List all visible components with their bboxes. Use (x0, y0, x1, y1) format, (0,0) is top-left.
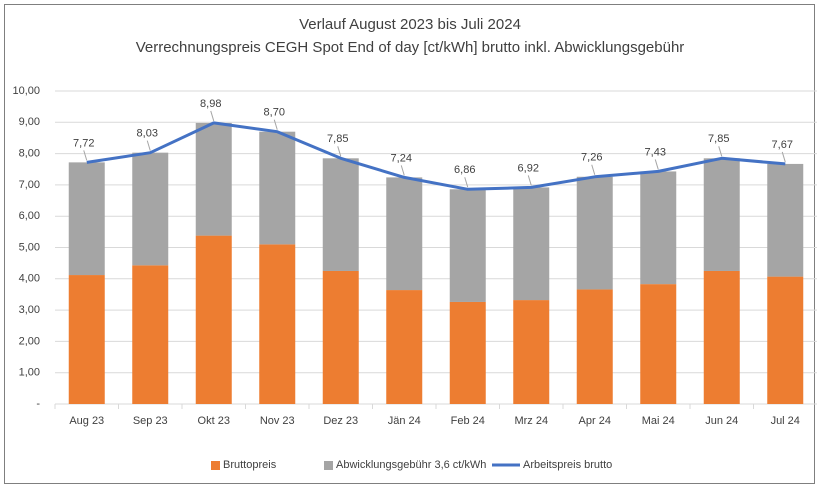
data-label: 6,92 (518, 162, 539, 174)
legend-label: Bruttopreis (223, 459, 277, 471)
bar-segment (195, 122, 232, 236)
x-tick-label: Jun 24 (705, 415, 738, 427)
data-label: 7,72 (73, 137, 94, 149)
y-tick-label: 4,00 (19, 273, 40, 285)
label-leader (400, 165, 405, 176)
label-leader (210, 110, 215, 122)
bar-segment (259, 131, 296, 245)
legend-label: Arbeitspreis brutto (523, 459, 612, 471)
chart-subtitle: Verrechnungspreis CEGH Spot End of day [… (136, 39, 685, 56)
label-leader (781, 151, 786, 163)
data-label: 7,26 (581, 152, 602, 164)
bar-segment (68, 275, 105, 404)
data-label: 8,03 (137, 128, 158, 140)
x-tick-label: Apr 24 (579, 415, 611, 427)
y-tick-label: 6,00 (19, 210, 40, 222)
bar-segment (259, 244, 296, 404)
bar-segment (68, 162, 105, 276)
label-leader (273, 119, 278, 130)
data-label: 7,43 (645, 146, 666, 158)
data-label: 6,86 (454, 164, 475, 176)
label-leader (337, 146, 342, 157)
x-tick-label: Aug 23 (69, 415, 104, 427)
bar-segment (195, 235, 232, 404)
data-label: 7,85 (708, 133, 729, 145)
bar-segment (513, 300, 550, 404)
bar-segment (703, 158, 740, 271)
data-label: 8,70 (264, 107, 285, 119)
bar-segment (703, 270, 740, 404)
x-tick-label: Mrz 24 (514, 415, 548, 427)
bar-segment (322, 158, 359, 271)
y-tick-label: 1,00 (19, 367, 40, 379)
bar-segment (386, 290, 423, 404)
x-tick-label: Feb 24 (451, 415, 485, 427)
y-tick-label: 8,00 (19, 148, 40, 160)
label-leader (146, 140, 151, 151)
x-tick-label: Jän 24 (388, 415, 421, 427)
legend-label: Abwicklungsgebühr 3,6 ct/kWh (336, 459, 486, 471)
x-tick-label: Jul 24 (771, 415, 800, 427)
label-leader (83, 150, 88, 161)
data-label: 7,24 (391, 152, 412, 164)
bar-segment (767, 276, 804, 404)
bar-segment (576, 176, 613, 290)
bar-segment (449, 189, 486, 302)
chart-title: Verlauf August 2023 bis Juli 2024 (299, 16, 521, 33)
label-leader (527, 175, 532, 186)
x-tick-label: Okt 23 (198, 415, 230, 427)
bar-segment (640, 284, 677, 404)
y-tick-label: 10,00 (12, 85, 40, 97)
data-label: 7,85 (327, 133, 348, 145)
bar-segment (640, 171, 677, 285)
legend-swatch (324, 461, 333, 470)
y-tick-label: 7,00 (19, 179, 40, 191)
label-leader (654, 159, 659, 170)
data-label: 7,67 (772, 139, 793, 151)
bar-segment (386, 177, 423, 291)
data-label: 8,98 (200, 98, 221, 110)
x-tick-label: Dez 23 (323, 415, 358, 427)
y-tick-label: - (36, 398, 40, 410)
x-tick-label: Nov 23 (260, 415, 295, 427)
y-tick-label: 2,00 (19, 335, 40, 347)
x-tick-label: Sep 23 (133, 415, 168, 427)
label-leader (464, 177, 469, 188)
bar-segment (513, 187, 550, 301)
bar-segment (132, 152, 169, 266)
label-leader (591, 164, 596, 175)
x-tick-label: Mai 24 (642, 415, 675, 427)
label-leader (718, 146, 723, 157)
bar-segment (767, 163, 804, 277)
bar-segment (576, 289, 613, 404)
legend-swatch (211, 461, 220, 470)
y-tick-label: 5,00 (19, 241, 40, 253)
line-series (86, 121, 786, 191)
bar-segment (449, 301, 486, 404)
bar-segment (132, 265, 169, 404)
y-tick-label: 9,00 (19, 116, 40, 128)
y-tick-label: 3,00 (19, 304, 40, 316)
bar-segment (322, 270, 359, 404)
